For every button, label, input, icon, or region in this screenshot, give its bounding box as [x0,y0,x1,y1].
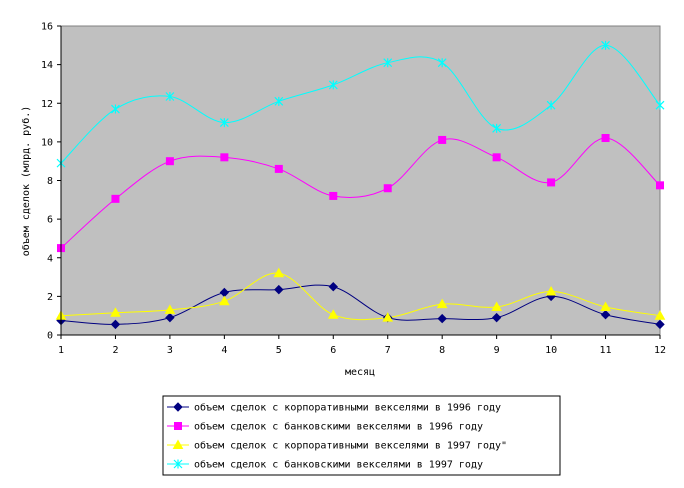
series-2-point-9 [492,153,501,162]
series-4-point-2 [111,104,120,114]
series-4-line [60,44,661,164]
series-2-point-8 [438,135,447,144]
series-4-point-7 [383,58,393,68]
series-4-point-5 [274,96,284,106]
series-1-point-8 [437,313,447,324]
x-tick-label: 3 [167,345,173,356]
y-tick-label: 16 [41,22,53,33]
series-2-point-10 [547,178,556,187]
series-2-line [60,137,661,249]
series-3-point-6 [327,309,339,319]
series-4-point-4 [219,118,229,128]
series-4-point-10 [546,100,556,110]
legend-label: объем сделок с корпоративными векселями … [194,440,507,452]
series-2-point-7 [383,184,392,193]
x-tick-label: 7 [385,345,391,356]
series-1-point-5 [274,284,284,295]
series-3-point-9 [491,301,502,311]
series-3-point-3 [164,304,176,314]
series-1-point-9 [491,312,502,323]
y-axis-title: объем сделок (млрд. руб.) [20,106,32,257]
plot-area [60,25,661,336]
y-tick-label: 4 [47,253,53,264]
legend-item-series-3: объем сделок с корпоративными векселями … [167,439,507,452]
series-4-point-12 [655,100,665,110]
x-tick-label: 12 [654,345,666,356]
series-2-point-11 [601,134,610,143]
legend-swatch-marker [172,439,184,449]
y-axis-ticks: 0 2 4 6 8 10 12 14 16 [41,22,61,342]
x-tick-label: 10 [545,345,557,356]
series-4-point-3 [165,91,175,101]
series-2-point-12 [656,181,664,190]
series-3-point-10 [545,286,557,296]
legend-label: объем сделок с корпоративными векселями … [194,402,501,414]
series-1-point-2 [110,319,121,330]
series-4-point-9 [492,123,502,133]
y-tick-label: 2 [47,292,53,303]
y-tick-label: 6 [47,215,53,226]
x-axis-title: месяц [345,367,375,378]
series-3-point-2 [110,307,121,317]
y-tick-label: 14 [41,60,53,71]
series-3-point-8 [436,298,448,309]
series-1-point-12 [655,319,665,330]
y-tick-label: 10 [41,137,53,148]
series-4-point-6 [328,80,338,90]
x-tick-label: 9 [494,345,500,356]
series-3-point-12 [654,310,666,320]
x-tick-label: 5 [276,345,282,356]
legend-label: объем сделок с банковскими векселями в 1… [194,459,483,471]
legend-item-series-4: объем сделок с банковскими векселями в 1… [167,459,483,471]
x-tick-label: 6 [330,345,336,356]
legend-box [162,395,561,476]
y-tick-label: 0 [47,331,53,342]
series-1-point-11 [600,310,611,320]
series-2-point-5 [274,164,283,173]
legend-swatch-marker [173,459,183,469]
x-tick-label: 2 [112,345,118,356]
legend-label: объем сделок с банковскими векселями в 1… [194,421,483,433]
legend-item-series-2: объем сделок с банковскими векселями в 1… [167,421,483,433]
series-4-point-11 [601,40,610,50]
series-3-point-5 [273,267,285,278]
series-2-point-3 [165,157,174,166]
legend-swatch-marker [173,402,183,412]
series-1-point-3 [165,312,175,323]
series-3-point-11 [600,301,611,311]
x-tick-label: 1 [58,345,64,356]
legend-swatch-marker [174,422,182,430]
y-tick-label: 12 [41,99,53,110]
series-3-point-7 [382,312,394,322]
series-4-point-8 [437,58,447,68]
series-2-point-6 [329,191,338,200]
series-2-point-4 [220,153,229,162]
legend: объем сделок с корпоративными векселями … [167,402,507,471]
series-2-point-2 [111,194,120,203]
x-tick-label: 11 [600,345,612,356]
series-1-point-6 [328,282,338,292]
legend-item-series-1: объем сделок с корпоративными векселями … [167,402,501,414]
x-axis-ticks: 1 2 3 4 5 6 7 8 9 10 11 12 [58,335,666,356]
series-3-point-4 [219,295,230,306]
x-tick-label: 4 [221,345,227,356]
series-markers [55,40,666,330]
x-tick-label: 8 [439,345,445,356]
y-tick-label: 8 [47,176,53,187]
